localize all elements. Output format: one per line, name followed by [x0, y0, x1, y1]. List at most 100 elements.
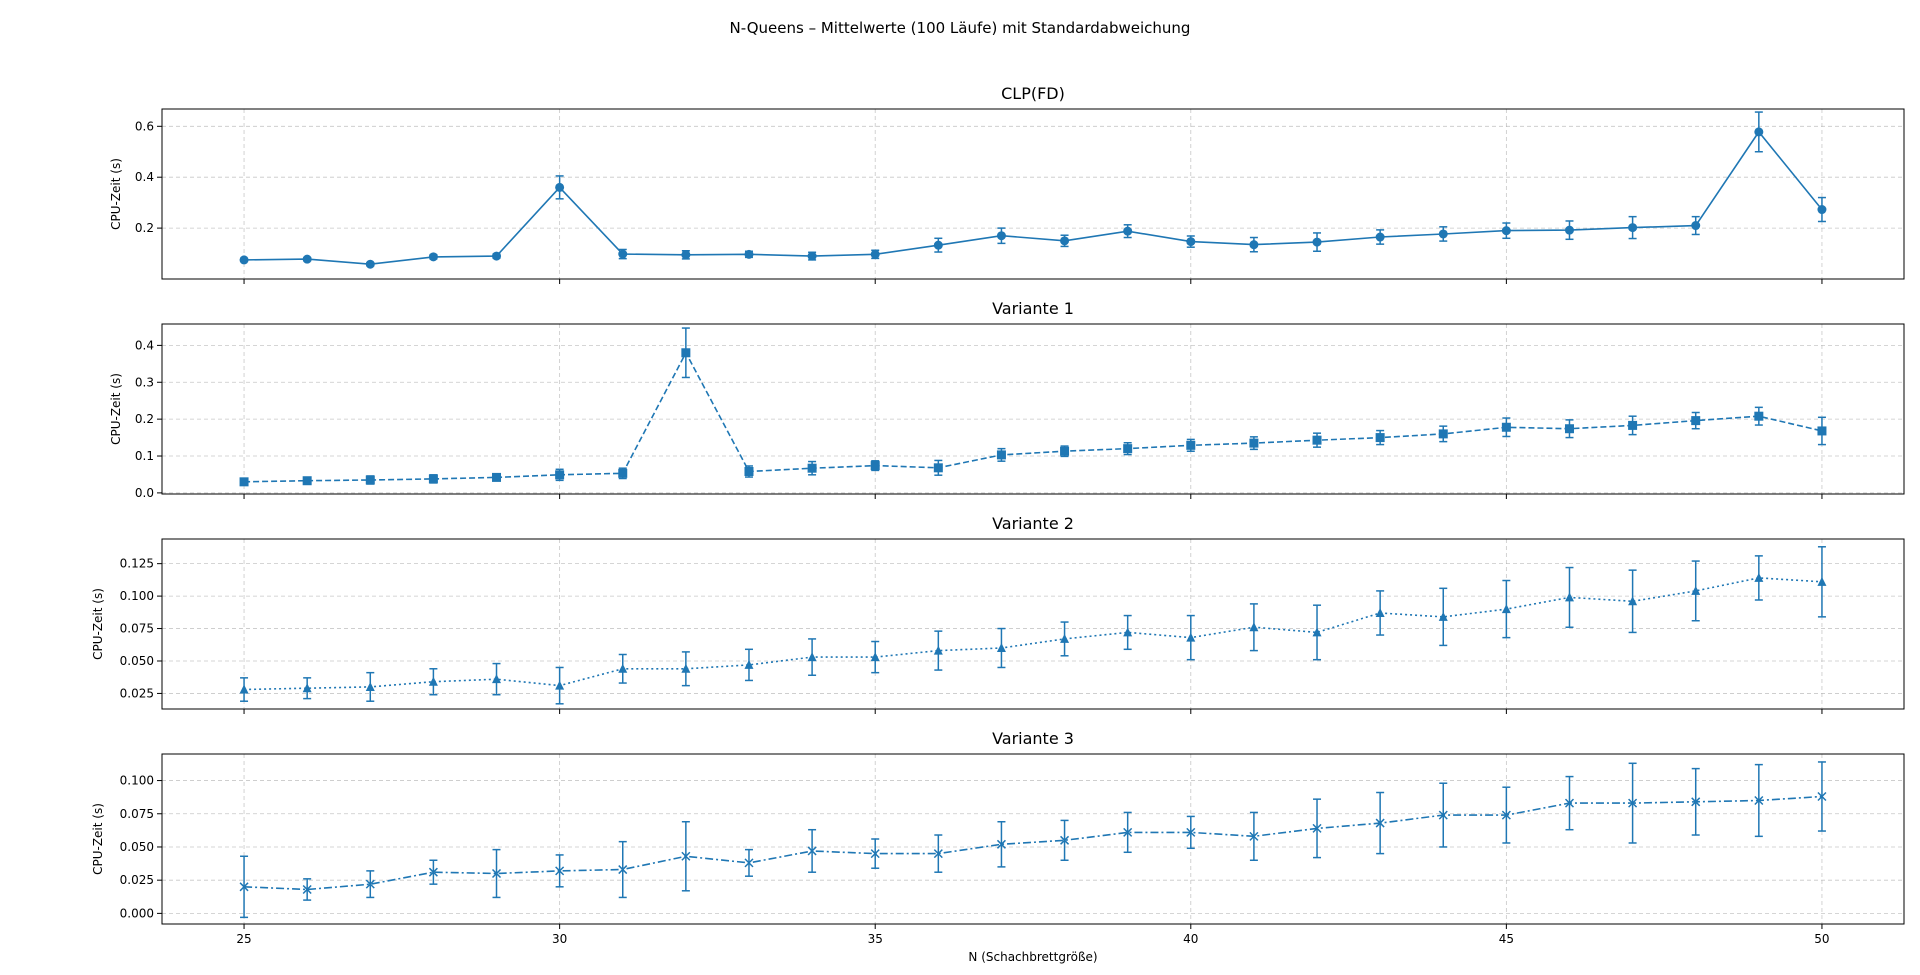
y-tick-label: 0.2 — [135, 412, 154, 426]
data-point — [428, 867, 438, 877]
data-point — [1312, 237, 1322, 247]
data-point — [1817, 426, 1827, 436]
y-tick-label: 0.1 — [135, 449, 154, 463]
y-axis-label: CPU-Zeit (s) — [91, 803, 105, 875]
data-point — [1501, 604, 1511, 614]
data-point — [239, 477, 249, 487]
data-point — [1438, 429, 1448, 439]
data-point — [996, 839, 1006, 849]
series-line — [244, 795, 1822, 891]
y-tick-label: 0.075 — [120, 622, 154, 636]
y-tick-label: 0.025 — [120, 686, 154, 700]
subplot-1: CLP(FD) 0.2 0.4 0.6 CPU-Zeit (s) — [109, 84, 1905, 284]
data-point — [1249, 438, 1259, 448]
data-point — [1628, 596, 1638, 606]
data-point — [1123, 226, 1133, 236]
data-point — [681, 663, 691, 673]
data-point — [1123, 627, 1133, 637]
data-point — [1312, 823, 1322, 833]
data-point — [870, 461, 880, 471]
y-axis-label: CPU-Zeit (s) — [109, 158, 123, 230]
x-tick-label: 25 — [236, 932, 251, 946]
y-tick-label: 0.6 — [135, 119, 154, 133]
data-point — [744, 858, 754, 868]
data-point — [239, 882, 249, 892]
data-point — [744, 467, 754, 477]
data-point — [302, 254, 312, 264]
data-point — [365, 879, 375, 889]
data-point — [1501, 810, 1511, 820]
data-point — [1060, 446, 1070, 456]
data-point — [1186, 440, 1196, 450]
data-point — [1375, 433, 1385, 443]
data-point — [555, 680, 565, 690]
plot-frame — [161, 323, 1905, 495]
data-point — [1060, 633, 1070, 643]
subplot-3: Variante 2 0.025 0.050 0.075 0.100 0.125 CPU-Z… — [91, 514, 1905, 714]
data-point — [1060, 835, 1070, 845]
data-point — [1438, 810, 1448, 820]
data-point — [555, 470, 565, 480]
data-point — [1312, 435, 1322, 445]
data-point — [302, 884, 312, 894]
y-tick-label: 0.2 — [135, 221, 154, 235]
data-point — [1312, 627, 1322, 637]
data-point — [1691, 797, 1701, 807]
y-tick-label: 0.100 — [120, 774, 154, 788]
y-tick-label: 0.050 — [120, 840, 154, 854]
data-point — [1564, 424, 1574, 434]
subplot-title: Variante 3 — [992, 729, 1074, 748]
data-point — [807, 463, 817, 473]
subplot-4: Variante 3 0.000 0.025 0.050 0.075 0.100 25 30 3… — [91, 729, 1905, 946]
y-tick-label: 0.050 — [120, 654, 154, 668]
data-point — [1501, 422, 1511, 432]
data-point — [1438, 229, 1448, 239]
data-point — [239, 684, 249, 694]
subplots: CLP(FD) 0.2 0.4 0.6 CPU-Zeit (s) Variante 1 0.… — [91, 84, 1905, 946]
data-point — [365, 259, 375, 269]
x-tick-label: 35 — [868, 932, 883, 946]
data-point — [492, 251, 502, 261]
data-point — [618, 468, 628, 478]
data-point — [1564, 225, 1574, 235]
y-tick-label: 0.100 — [120, 589, 154, 603]
y-tick-label: 0.4 — [135, 170, 154, 184]
data-point — [744, 249, 754, 259]
data-point — [1438, 611, 1448, 621]
data-point — [1375, 818, 1385, 828]
figure-title: N-Queens – Mittelwerte (100 Läufe) mit S… — [730, 19, 1191, 37]
data-point — [428, 252, 438, 262]
data-point — [933, 645, 943, 655]
data-point — [1186, 237, 1196, 247]
data-point — [681, 348, 691, 358]
data-point — [555, 182, 565, 192]
data-point — [491, 869, 502, 879]
data-point — [1375, 232, 1385, 242]
data-point — [1186, 827, 1196, 837]
series-line — [244, 577, 1822, 691]
subplot-title: CLP(FD) — [1001, 84, 1065, 103]
x-tick-label: 45 — [1499, 932, 1514, 946]
y-tick-label: 0.075 — [120, 807, 154, 821]
data-point — [870, 249, 880, 259]
data-point — [618, 663, 628, 673]
data-point — [365, 681, 375, 691]
y-tick-label: 0.025 — [120, 873, 154, 887]
subplot-2: Variante 1 0.0 0.1 0.2 0.3 0.4 CPU-Zeit (s) — [109, 299, 1905, 500]
plot-frame — [161, 108, 1905, 280]
data-point — [996, 450, 1006, 460]
subplot-title: Variante 1 — [992, 299, 1074, 318]
series-line — [244, 351, 1823, 483]
data-point — [1249, 622, 1259, 632]
data-point — [807, 251, 817, 261]
data-point — [1691, 585, 1701, 595]
data-point — [1249, 831, 1259, 841]
data-point — [555, 866, 565, 876]
data-point — [1123, 444, 1133, 454]
data-point — [1628, 420, 1638, 430]
data-point — [1817, 205, 1827, 215]
data-point — [302, 476, 312, 486]
y-tick-label: 0.0 — [135, 486, 154, 500]
data-point — [428, 474, 438, 484]
